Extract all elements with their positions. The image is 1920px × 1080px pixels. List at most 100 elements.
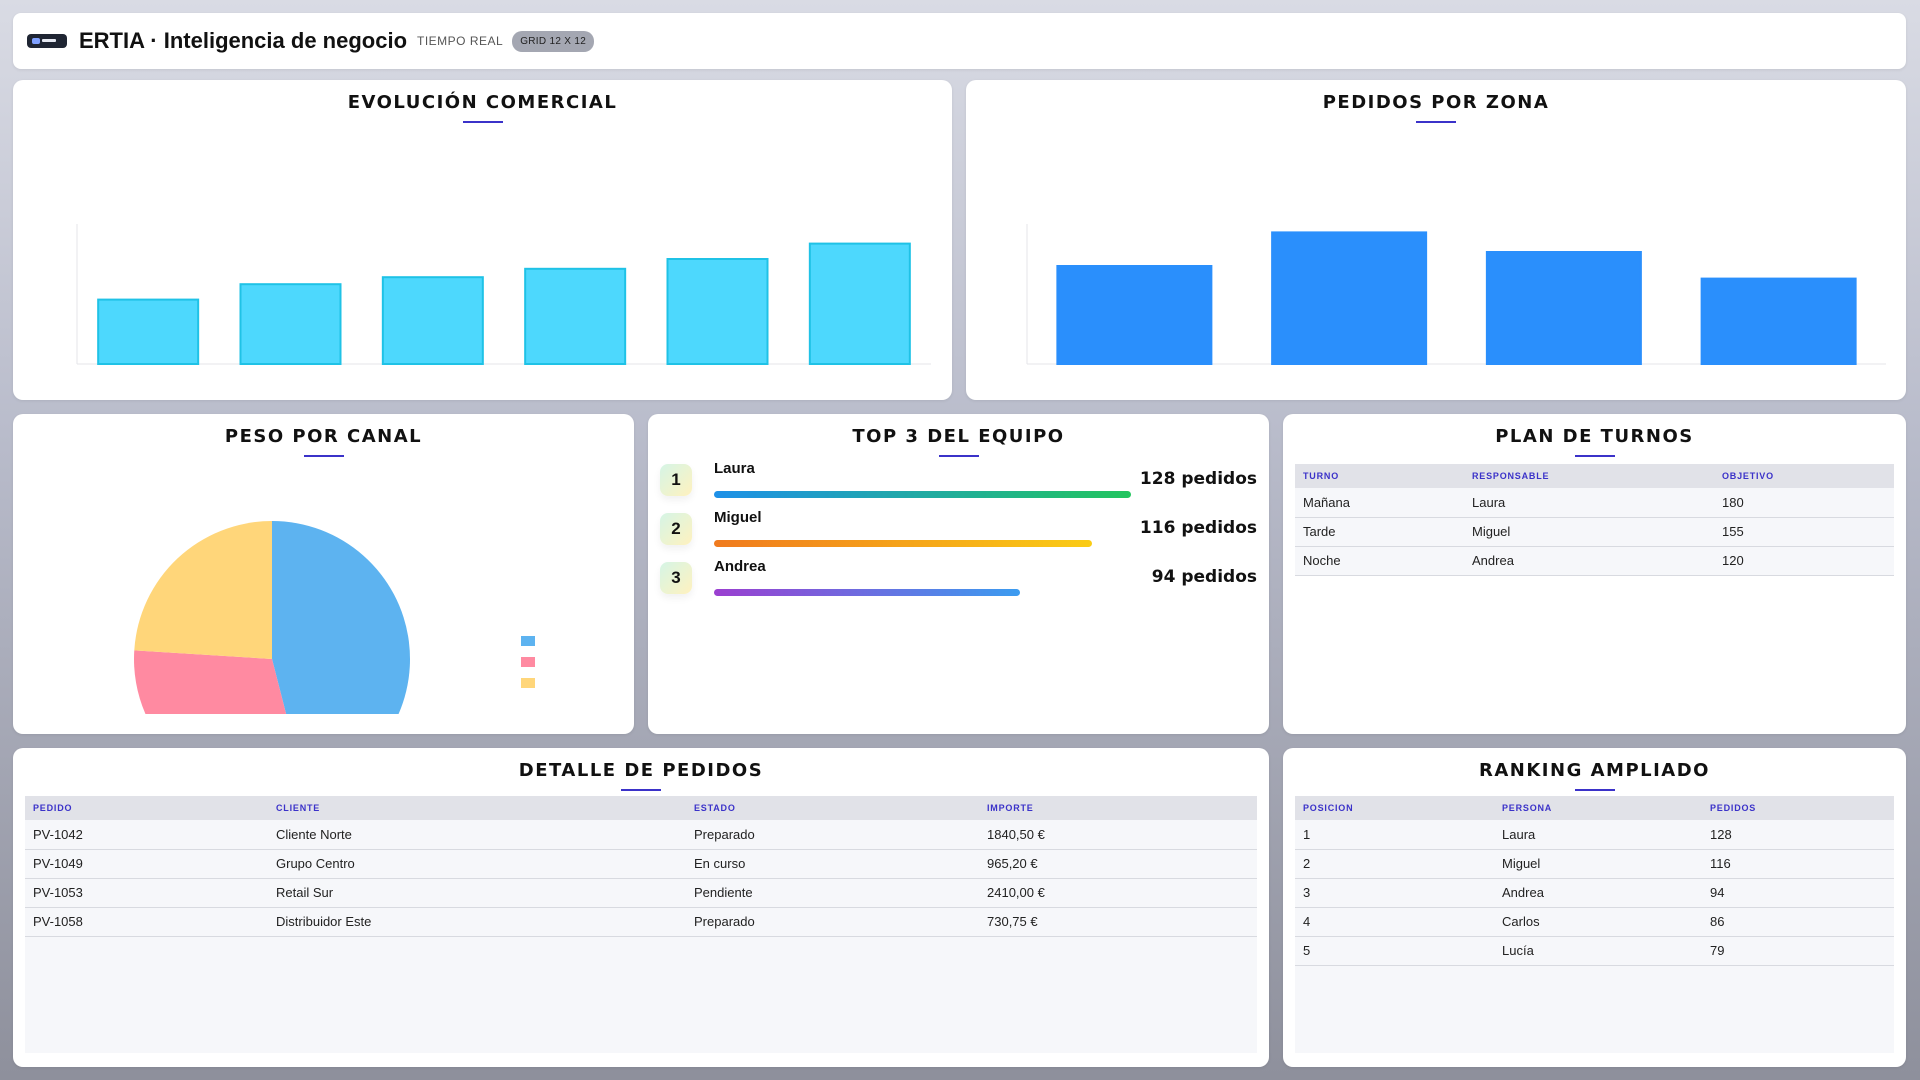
table-cell: 120 <box>1714 546 1894 576</box>
table-row: PV-1042 Cliente Norte Preparado 1840,50 … <box>25 820 1257 850</box>
table-cell: 2 <box>1295 849 1494 879</box>
title-underline <box>1416 121 1456 123</box>
table-cell: Tarde <box>1295 517 1464 547</box>
table-cell: Retail Sur <box>268 878 686 908</box>
table-cell: Cliente Norte <box>268 820 686 850</box>
column-header: RESPONSABLE <box>1464 464 1714 488</box>
table-cell: Andrea <box>1494 878 1702 908</box>
ranking-table: POSICION PERSONA PEDIDOS 1 Laura 128 2 M… <box>1295 796 1894 966</box>
bar <box>666 258 769 365</box>
title-underline <box>621 789 661 791</box>
table-row: 5 Lucía 79 <box>1295 936 1894 966</box>
table-cell: 2410,00 € <box>979 878 1257 908</box>
column-header: OBJETIVO <box>1714 464 1894 488</box>
grid-badge: GRID 12 X 12 <box>512 30 595 52</box>
panel-detalle-de-pedidos: DETALLE DE PEDIDOS PEDIDO CLIENTE ESTADO… <box>13 748 1269 1067</box>
table-cell: Grupo Centro <box>268 849 686 879</box>
table-cell: PV-1058 <box>25 907 268 937</box>
legend-swatch <box>521 678 535 688</box>
legend-swatch <box>521 636 535 646</box>
title-underline <box>1574 789 1615 791</box>
table-cell: Andrea <box>1464 546 1714 576</box>
bar <box>1271 231 1428 366</box>
panel-peso-por-canal: PESO POR CANAL <box>13 414 634 734</box>
table-cell: Lucía <box>1494 936 1702 966</box>
pie-slice <box>272 521 410 714</box>
rank-value: 94 pedidos <box>1151 567 1257 587</box>
panel-title: EVOLUCIÓN COMERCIAL <box>347 92 618 113</box>
canal-pie-chart <box>134 521 535 714</box>
bar <box>239 283 342 365</box>
table-cell: 180 <box>1714 488 1894 518</box>
app-header: ERTIA · Inteligencia de negocio TIEMPO R… <box>13 13 1906 69</box>
table-row: PV-1049 Grupo Centro En curso 965,20 € <box>25 849 1257 879</box>
bar <box>1485 251 1642 365</box>
table-cell: 128 <box>1702 820 1894 850</box>
table-cell: Miguel <box>1464 517 1714 547</box>
table-row: Noche Andrea 120 <box>1295 546 1894 576</box>
title-underline <box>1574 455 1615 457</box>
live-status-label: TIEMPO REAL <box>417 34 504 48</box>
table-cell: PV-1042 <box>25 820 268 850</box>
top3-row: 3 Andrea 94 pedidos <box>648 558 1269 602</box>
rank-name: Andrea <box>714 558 766 575</box>
table-cell: Miguel <box>1494 849 1702 879</box>
bar <box>1056 265 1213 365</box>
bar <box>1700 277 1857 365</box>
table-cell: 730,75 € <box>979 907 1257 937</box>
turnos-table: TURNO RESPONSABLE OBJETIVO Mañana Laura … <box>1295 464 1894 576</box>
column-header: PERSONA <box>1494 796 1702 820</box>
rank-progress-bar <box>714 540 1092 547</box>
column-header: ESTADO <box>686 796 979 820</box>
bar <box>808 242 911 365</box>
table-cell: 1840,50 € <box>979 820 1257 850</box>
panel-title: TOP 3 DEL EQUIPO <box>852 426 1065 447</box>
panel-pedidos-por-zona: PEDIDOS POR ZONA <box>966 80 1906 400</box>
panel-top3-equipo: TOP 3 DEL EQUIPO 1 Laura 128 pedidos 2 M… <box>648 414 1269 734</box>
table-cell: PV-1053 <box>25 878 268 908</box>
rank-value: 116 pedidos <box>1139 518 1257 538</box>
table-cell: 965,20 € <box>979 849 1257 879</box>
detalle-table: PEDIDO CLIENTE ESTADO IMPORTE PV-1042 Cl… <box>25 796 1257 937</box>
table-cell: 94 <box>1702 878 1894 908</box>
table-cell: 86 <box>1702 907 1894 937</box>
top3-list: 1 Laura 128 pedidos 2 Miguel 116 pedidos… <box>648 460 1269 664</box>
detalle-table-wrap: PEDIDO CLIENTE ESTADO IMPORTE PV-1042 Cl… <box>25 796 1257 1053</box>
table-cell: Carlos <box>1494 907 1702 937</box>
ranking-table-wrap: POSICION PERSONA PEDIDOS 1 Laura 128 2 M… <box>1295 796 1894 1053</box>
app-title: ERTIA · Inteligencia de negocio <box>79 28 408 53</box>
table-row: Tarde Miguel 155 <box>1295 517 1894 547</box>
column-header: PEDIDOS <box>1702 796 1894 820</box>
table-row: 3 Andrea 94 <box>1295 878 1894 908</box>
table-cell: 1 <box>1295 820 1494 850</box>
table-cell: 79 <box>1702 936 1894 966</box>
rank-progress-bar <box>714 589 1021 596</box>
rank-number: 3 <box>660 562 692 594</box>
table-cell: PV-1049 <box>25 849 268 879</box>
column-header: PEDIDO <box>25 796 268 820</box>
title-underline <box>303 455 344 457</box>
panel-plan-de-turnos: PLAN DE TURNOS TURNO RESPONSABLE OBJETIV… <box>1283 414 1906 734</box>
panel-title: RANKING AMPLIADO <box>1479 760 1710 781</box>
rank-progress-bar <box>714 491 1131 498</box>
table-cell: 3 <box>1295 878 1494 908</box>
rank-value: 128 pedidos <box>1139 469 1257 489</box>
rank-name: Laura <box>714 460 755 477</box>
table-row: 2 Miguel 116 <box>1295 849 1894 879</box>
table-cell: Laura <box>1494 820 1702 850</box>
panel-title: PEDIDOS POR ZONA <box>1322 92 1550 113</box>
bar <box>381 276 484 365</box>
table-cell: 5 <box>1295 936 1494 966</box>
table-cell: En curso <box>686 849 979 879</box>
panel-title: DETALLE DE PEDIDOS <box>518 760 764 781</box>
table-cell: 4 <box>1295 907 1494 937</box>
pie-slice <box>134 650 287 714</box>
evolucion-bar-chart <box>76 224 931 366</box>
rank-number: 1 <box>660 464 692 496</box>
rank-number: 2 <box>660 513 692 545</box>
pie-slice <box>134 521 272 659</box>
panel-title: PLAN DE TURNOS <box>1495 426 1694 447</box>
table-cell: Mañana <box>1295 488 1464 518</box>
column-header: POSICION <box>1295 796 1494 820</box>
rank-name: Miguel <box>714 509 762 526</box>
